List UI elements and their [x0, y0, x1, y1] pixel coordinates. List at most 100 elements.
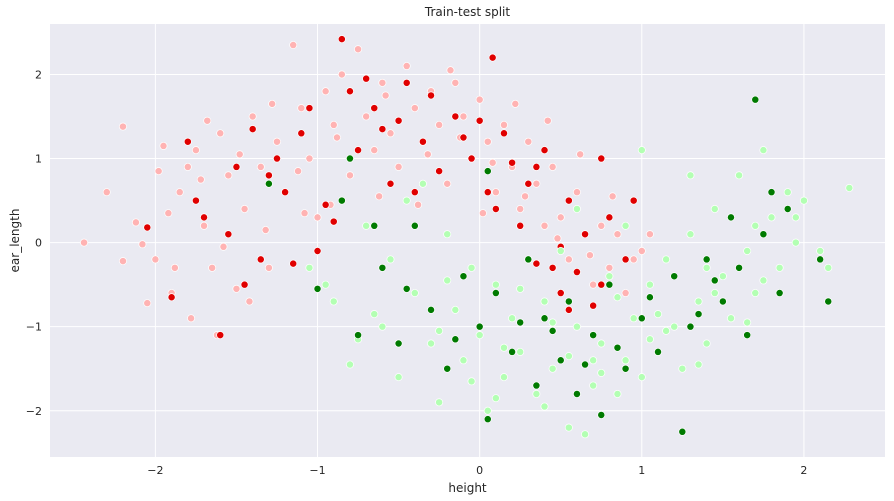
data-points — [80, 35, 854, 439]
data-point — [208, 263, 217, 272]
data-point — [597, 221, 606, 230]
data-point — [702, 339, 711, 348]
data-point — [521, 192, 530, 201]
data-point — [346, 87, 354, 96]
data-point — [686, 322, 695, 331]
data-point — [540, 314, 549, 323]
data-point — [767, 188, 776, 197]
data-point — [143, 223, 152, 232]
data-point — [375, 192, 384, 201]
data-point — [427, 339, 435, 348]
data-point — [548, 162, 557, 171]
data-point — [410, 104, 419, 113]
y-tick-label: 2 — [35, 68, 42, 81]
data-point — [743, 247, 752, 255]
data-point — [589, 280, 598, 289]
data-point — [491, 280, 500, 289]
data-point — [783, 205, 792, 213]
data-point — [459, 112, 468, 121]
data-point — [581, 230, 589, 239]
data-point — [451, 305, 460, 314]
data-point — [305, 104, 314, 113]
data-point — [613, 343, 622, 352]
data-point — [483, 167, 492, 176]
data-point — [654, 347, 662, 356]
data-point — [329, 217, 338, 226]
data-point — [138, 240, 147, 249]
data-point — [500, 120, 508, 129]
data-point — [131, 218, 140, 227]
data-point — [219, 242, 228, 251]
data-point — [645, 230, 654, 239]
data-point — [491, 205, 500, 213]
data-point — [670, 272, 679, 281]
data-point — [508, 314, 517, 323]
data-point — [294, 167, 303, 176]
data-point — [427, 91, 435, 100]
data-point — [483, 415, 492, 424]
data-point — [654, 310, 662, 319]
data-point — [629, 196, 638, 205]
data-point — [232, 162, 241, 171]
data-point — [475, 116, 484, 125]
data-point — [718, 297, 727, 306]
data-point — [354, 331, 363, 340]
data-point — [572, 205, 581, 213]
data-point — [240, 205, 249, 213]
data-point — [435, 167, 444, 176]
plot-area — [50, 24, 885, 457]
data-point — [394, 116, 403, 125]
data-point — [500, 129, 508, 138]
data-point — [427, 305, 435, 314]
data-point — [629, 255, 638, 264]
data-point — [564, 196, 573, 205]
data-point — [597, 411, 606, 419]
data-point — [605, 213, 614, 222]
data-point — [564, 352, 573, 361]
data-point — [613, 230, 622, 239]
data-point — [532, 179, 541, 188]
data-point — [500, 373, 508, 382]
data-point — [435, 326, 444, 335]
data-point — [451, 78, 460, 87]
data-point — [556, 289, 565, 297]
data-point — [346, 171, 354, 180]
data-point — [167, 293, 176, 302]
x-tick-label: −2 — [147, 464, 163, 477]
data-point — [556, 213, 565, 222]
data-point — [451, 112, 460, 121]
data-point — [605, 280, 614, 289]
data-point — [572, 268, 581, 276]
y-tick-label: 0 — [35, 237, 42, 250]
data-point — [467, 263, 476, 272]
data-point — [516, 318, 525, 327]
data-point — [273, 137, 281, 146]
data-point — [759, 276, 768, 285]
data-point — [370, 104, 379, 113]
data-point — [402, 78, 411, 87]
data-point — [200, 213, 208, 222]
data-point — [224, 171, 233, 180]
data-point — [710, 205, 719, 213]
data-point — [418, 137, 427, 146]
data-point — [414, 200, 422, 209]
data-point — [605, 263, 614, 272]
data-point — [637, 247, 646, 255]
data-point — [532, 259, 541, 268]
data-point — [381, 91, 390, 100]
data-point — [297, 129, 306, 138]
data-point — [248, 112, 257, 121]
data-point — [564, 297, 573, 306]
data-point — [540, 221, 549, 230]
data-point — [313, 213, 322, 222]
data-point — [313, 247, 322, 255]
data-point — [581, 360, 589, 369]
data-point — [605, 272, 614, 281]
data-point — [686, 171, 695, 180]
data-point — [556, 356, 565, 365]
x-tick-label: 1 — [638, 464, 645, 477]
data-point — [548, 364, 557, 373]
data-point — [216, 331, 225, 340]
data-point — [516, 284, 525, 293]
